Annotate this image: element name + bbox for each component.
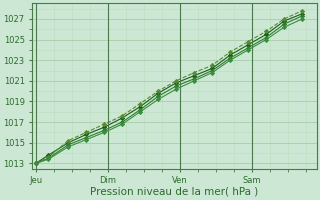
X-axis label: Pression niveau de la mer( hPa ): Pression niveau de la mer( hPa ) bbox=[90, 187, 259, 197]
